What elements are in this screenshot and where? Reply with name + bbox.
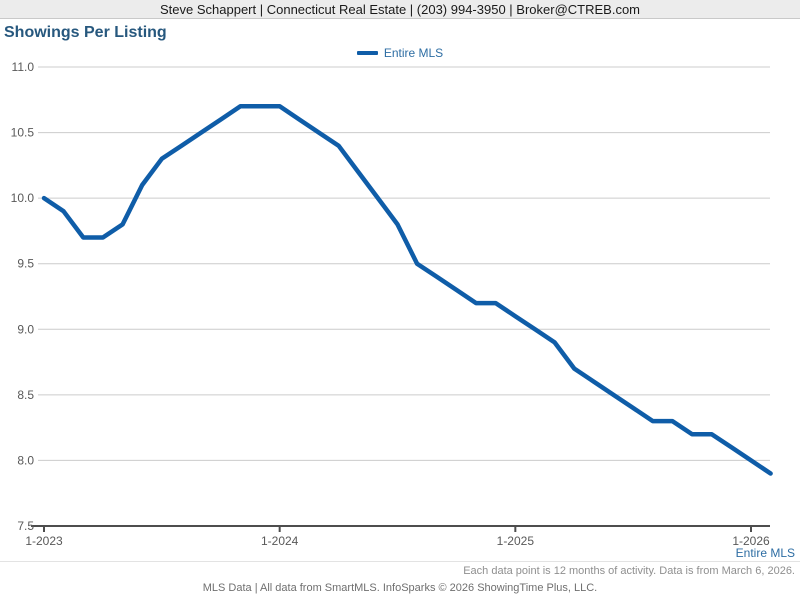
y-axis-label: 10.5 <box>11 126 35 140</box>
y-axis-label: 8.5 <box>17 388 34 402</box>
y-axis-label: 8.0 <box>17 453 34 467</box>
data-footnote: Each data point is 12 months of activity… <box>463 565 795 577</box>
header-contact-line: Steve Schappert | Connecticut Real Estat… <box>160 1 640 17</box>
header-bar: Steve Schappert | Connecticut Real Estat… <box>0 0 800 19</box>
footer-divider <box>0 561 800 562</box>
y-axis-label: 11.0 <box>12 60 35 74</box>
entire-mls-line <box>41 104 773 476</box>
series-caption: Entire MLS <box>735 546 795 560</box>
y-axis-label: 7.5 <box>17 519 34 533</box>
x-axis-label: 1-2024 <box>261 534 299 548</box>
y-axis-label: 9.0 <box>17 322 34 336</box>
legend: Entire MLS <box>0 45 800 61</box>
x-axis-label: 1-2025 <box>497 534 535 548</box>
x-axis-label: 1-2023 <box>25 534 63 548</box>
attribution-line: MLS Data | All data from SmartMLS. InfoS… <box>202 582 598 594</box>
y-axis-label: 9.5 <box>17 257 34 271</box>
legend-line-swatch-icon <box>356 51 378 55</box>
page-title: Showings Per Listing <box>4 24 167 41</box>
y-axis-label: 10.0 <box>11 191 35 205</box>
legend-item-entire-mls[interactable]: Entire MLS <box>356 46 444 60</box>
x-axis-label: 1-2026 <box>732 534 770 548</box>
legend-label: Entire MLS <box>383 46 444 60</box>
